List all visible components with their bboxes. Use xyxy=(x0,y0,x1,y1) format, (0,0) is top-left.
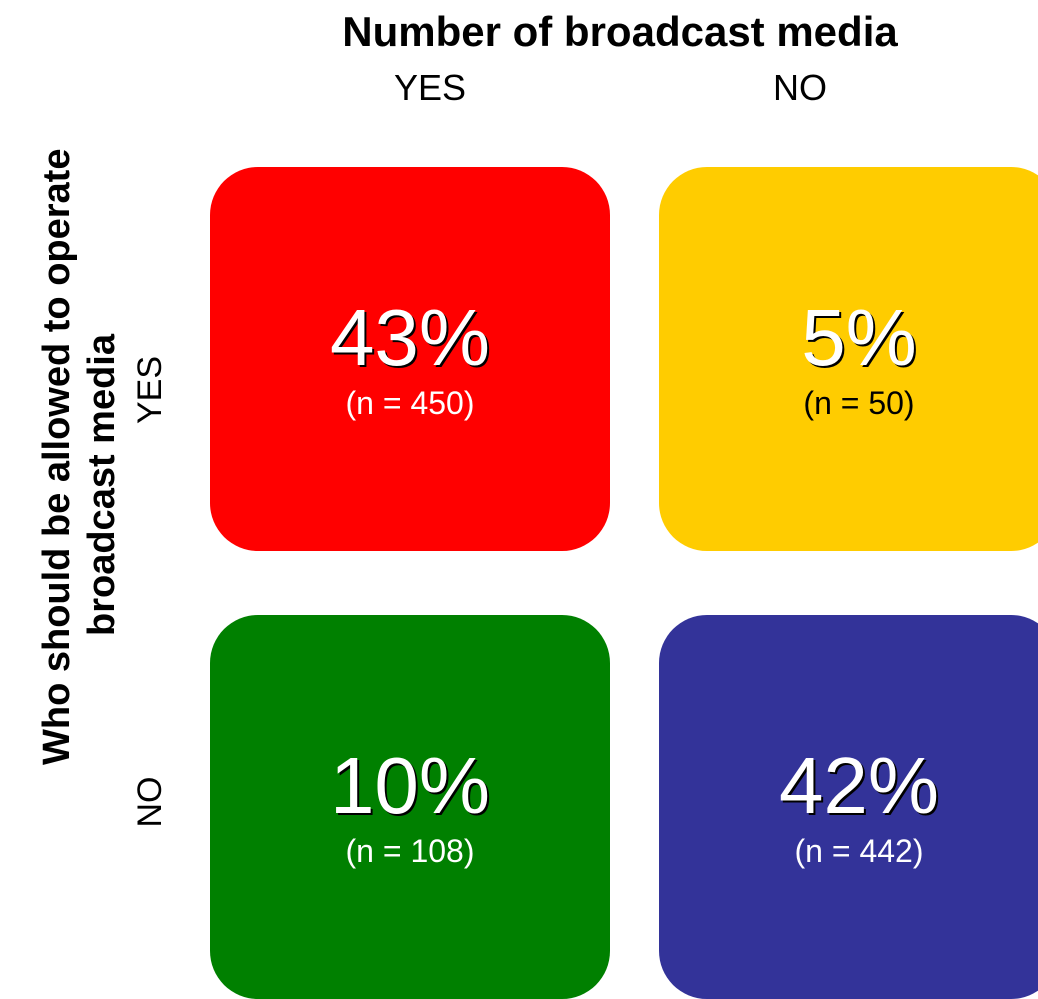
cell-no-no: 42% (n = 442) xyxy=(659,615,1038,999)
cell-count: (n = 442) xyxy=(794,833,924,869)
cell-count: (n = 50) xyxy=(803,385,915,421)
row-label-yes: YES xyxy=(131,355,169,425)
row-label-no: NO xyxy=(131,776,169,828)
row-axis-title-line-2: broadcast media xyxy=(81,334,123,636)
row-axis-title-line-1: Who should be allowed to operate xyxy=(36,148,78,765)
cell-percent: 5% xyxy=(801,293,917,382)
column-label-no: NO xyxy=(773,67,827,108)
cell-percent: 43% xyxy=(329,293,491,382)
column-label-yes: YES xyxy=(393,67,467,108)
cell-yes-no: 5% (n = 50) xyxy=(659,167,1038,551)
cell-count: (n = 108) xyxy=(345,833,475,869)
cell-yes-yes: 43% (n = 450) xyxy=(210,167,610,551)
cell-percent: 42% xyxy=(778,741,940,830)
cell-count: (n = 450) xyxy=(345,385,475,421)
cell-percent: 10% xyxy=(329,741,491,830)
cell-no-yes: 10% (n = 108) xyxy=(210,615,610,999)
column-axis-title: Number of broadcast media xyxy=(342,8,898,55)
